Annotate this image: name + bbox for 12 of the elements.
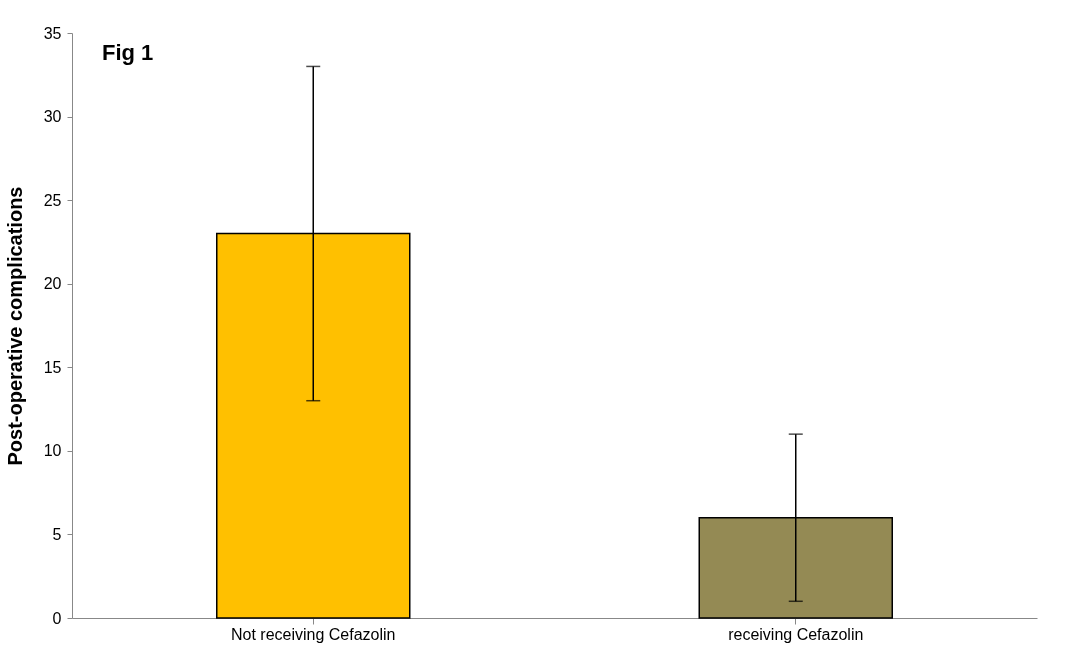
chart-title: Fig 1 xyxy=(102,40,154,65)
y-tick-label: 20 xyxy=(43,275,62,293)
y-tick-label: 25 xyxy=(43,191,62,209)
x-tick-label: Not receiving Cefazolin xyxy=(230,625,396,643)
y-tick-label: 30 xyxy=(43,108,62,126)
y-tick-label: 35 xyxy=(43,24,62,42)
y-tick-label: 5 xyxy=(52,525,62,543)
y-axis-title: Post-operative complications xyxy=(3,186,26,466)
x-tick-label: receiving Cefazolin xyxy=(728,625,864,643)
y-tick-label: 10 xyxy=(43,442,62,460)
y-tick-label: 0 xyxy=(52,609,62,627)
y-tick-label: 15 xyxy=(43,358,62,376)
